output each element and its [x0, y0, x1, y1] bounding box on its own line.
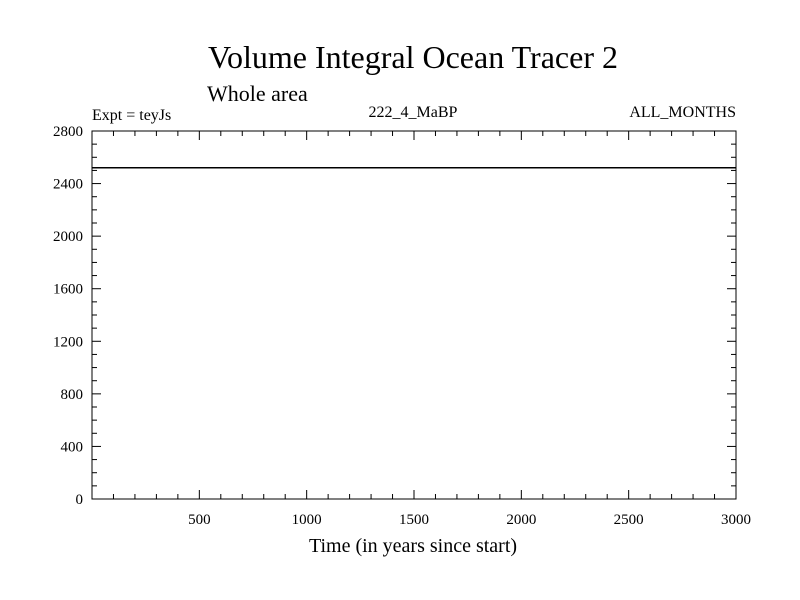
x-tick-label: 3000	[721, 512, 751, 528]
y-tick-label: 0	[76, 492, 84, 508]
experiment-label: Expt = teyJs	[92, 107, 171, 124]
x-tick-label: 2000	[506, 512, 536, 528]
y-tick-label: 1200	[53, 334, 83, 350]
y-tick-label: 2800	[53, 124, 83, 140]
y-tick-label: 1600	[53, 282, 83, 298]
plot-frame	[91, 130, 737, 500]
chart-title: Volume Integral Ocean Tracer 2	[208, 39, 618, 75]
y-tick-label: 2000	[53, 229, 83, 245]
y-tick-label: 2400	[53, 177, 83, 193]
y-axis: 0 400 800 1200 1600 2000 2400 2800	[53, 124, 736, 508]
x-tick-label: 2500	[614, 512, 644, 528]
chart-subtitle: Whole area	[207, 81, 308, 106]
x-axis: 500 1000 1500 2000 2500 3000	[112, 131, 751, 528]
x-tick-label: 1500	[399, 512, 429, 528]
x-axis-label: Time (in years since start)	[309, 535, 517, 557]
x-tick-label: 500	[188, 512, 211, 528]
y-tick-label: 400	[61, 439, 84, 455]
x-tick-label: 1000	[292, 512, 322, 528]
months-label: ALL_MONTHS	[629, 104, 736, 121]
period-label: 222_4_MaBP	[369, 104, 458, 121]
y-tick-label: 800	[61, 387, 84, 403]
